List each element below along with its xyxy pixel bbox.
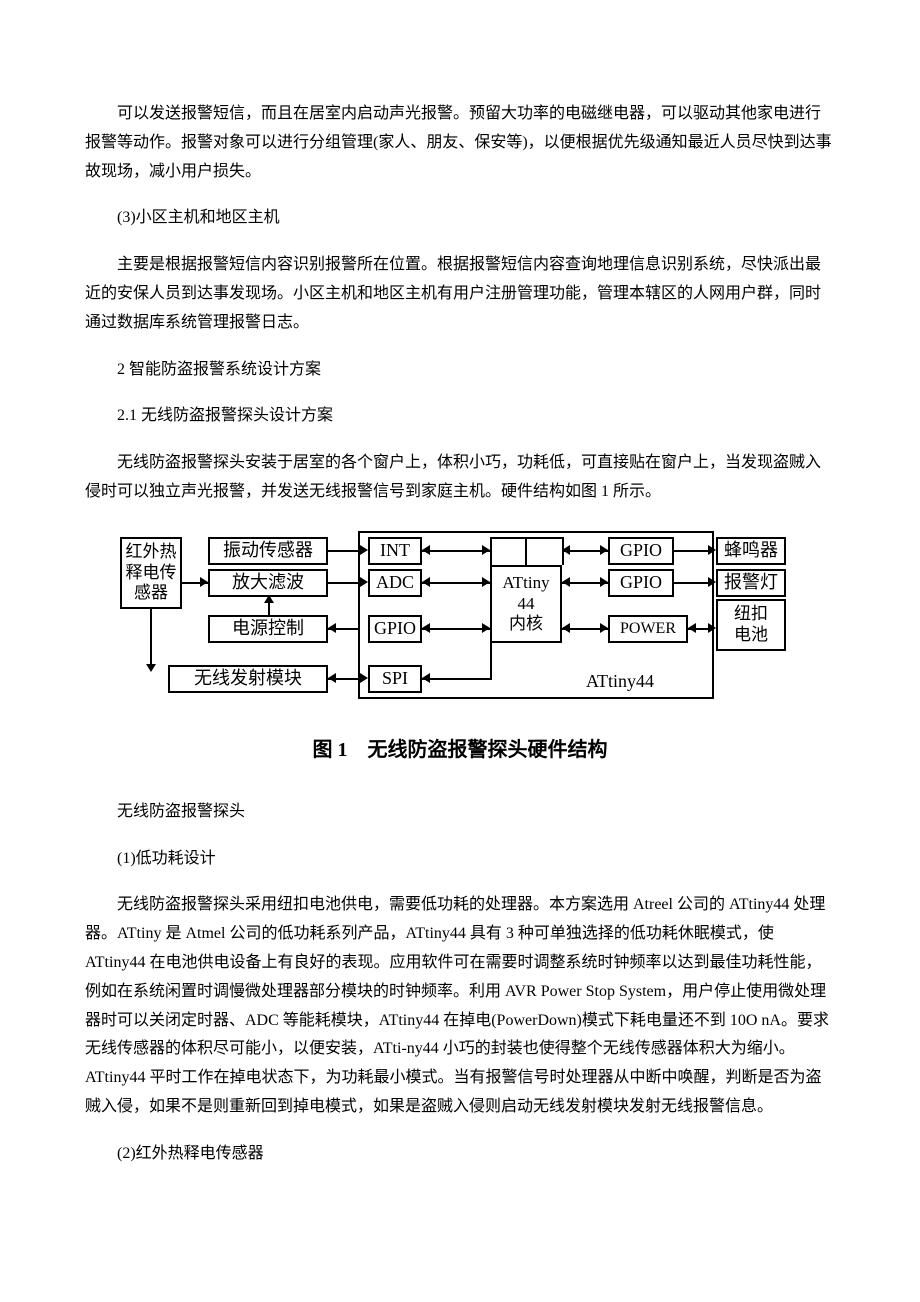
edge-arrow [600, 577, 608, 587]
node-wireless-tx: 无线发射模块 [168, 665, 328, 693]
edge-arrow [708, 623, 716, 633]
node-ir-sensor: 红外热释电传感器 [120, 537, 182, 609]
edge-line [328, 582, 360, 584]
edge-arrow [482, 623, 490, 633]
node-gpio-right-1: GPIO [608, 537, 674, 565]
edge-arrow [708, 545, 716, 555]
edge-line [490, 537, 527, 539]
edge-line [562, 537, 564, 565]
paragraph-4: 2 智能防盗报警系统设计方案 [85, 356, 835, 385]
edge-arrow [264, 595, 274, 603]
paragraph-9: 无线防盗报警探头采用纽扣电池供电，需要低功耗的处理器。本方案选用 Atreel … [85, 891, 835, 1121]
node-alarm-light: 报警灯 [716, 569, 786, 597]
edge-line [422, 582, 490, 584]
edge-arrow [688, 623, 696, 633]
figure-1-diagram: 红外热释电传感器 振动传感器 INT ATtiny44内核 GPIO 蜂鸣器 放… [120, 537, 800, 707]
edge-arrow [482, 577, 490, 587]
edge-arrow [200, 577, 208, 587]
edge-line [422, 678, 490, 680]
edge-line [422, 628, 490, 630]
edge-line [328, 550, 360, 552]
edge-arrow [328, 623, 336, 633]
node-buzzer: 蜂鸣器 [716, 537, 786, 565]
edge-arrow [600, 623, 608, 633]
edge-arrow [422, 673, 430, 683]
node-power: POWER [608, 615, 688, 643]
node-attiny-label: ATtiny44 [560, 671, 680, 693]
edge-arrow [562, 623, 570, 633]
edge-line [674, 582, 708, 584]
paragraph-6: 无线防盗报警探头安装于居室的各个窗户上，体积小巧，功耗低，可直接贴在窗户上，当发… [85, 449, 835, 507]
edge-arrow [422, 577, 430, 587]
edge-arrow [360, 545, 368, 555]
paragraph-5: 2.1 无线防盗报警探头设计方案 [85, 402, 835, 431]
edge-arrow [360, 673, 368, 683]
paragraph-2: (3)小区主机和地区主机 [85, 204, 835, 233]
node-int: INT [368, 537, 422, 565]
paragraph-7: 无线防盗报警探头 [85, 798, 835, 827]
edge-arrow [146, 664, 156, 672]
node-gpio-right-2: GPIO [608, 569, 674, 597]
edge-arrow [422, 623, 430, 633]
edge-arrow [562, 577, 570, 587]
edge-arrow [482, 545, 490, 555]
node-gpio-left: GPIO [368, 615, 422, 643]
paragraph-1: 可以发送报警短信，而且在居室内启动声光报警。预留大功率的电磁继电器，可以驱动其他… [85, 100, 835, 186]
edge-line [674, 550, 708, 552]
node-spi: SPI [368, 665, 422, 693]
edge-line [525, 537, 564, 539]
node-adc: ADC [368, 569, 422, 597]
paragraph-8: (1)低功耗设计 [85, 845, 835, 874]
edge-line [422, 550, 490, 552]
edge-arrow [328, 673, 336, 683]
node-attiny-core: ATtiny44内核 [490, 565, 562, 643]
figure-1-caption: 图 1 无线防盗报警探头硬件结构 [120, 732, 800, 768]
node-amplify: 放大滤波 [208, 569, 328, 597]
edge-line [490, 643, 492, 680]
paragraph-3: 主要是根据报警短信内容识别报警所在位置。根据报警短信内容查询地理信息识别系统，尽… [85, 251, 835, 337]
node-power-ctrl: 电源控制 [208, 615, 328, 643]
node-battery: 纽扣电池 [716, 599, 786, 651]
edge-arrow [360, 577, 368, 587]
paragraph-10: (2)红外热释电传感器 [85, 1140, 835, 1169]
edge-arrow [600, 545, 608, 555]
edge-line [525, 537, 527, 565]
edge-arrow [422, 545, 430, 555]
edge-line [490, 537, 492, 565]
edge-arrow [708, 577, 716, 587]
edge-line [150, 609, 152, 664]
node-vibration-sensor: 振动传感器 [208, 537, 328, 565]
